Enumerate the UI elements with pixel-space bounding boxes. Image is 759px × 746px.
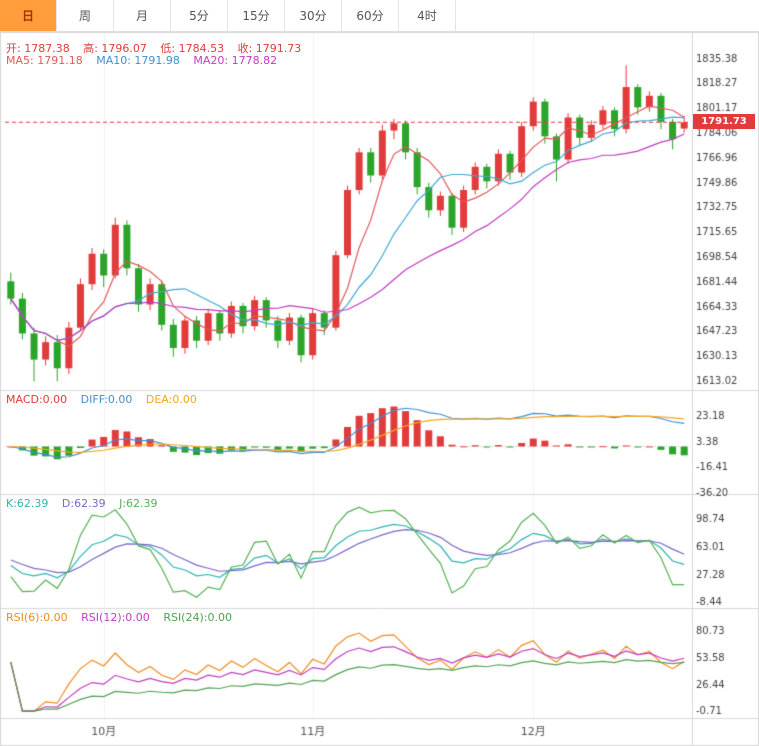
tab-60min[interactable]: 60分 xyxy=(342,0,399,31)
chart-area: 开: 1787.38 高: 1796.07 低: 1784.53 收: 1791… xyxy=(0,32,759,746)
tab-week[interactable]: 周 xyxy=(57,0,114,31)
tab-4hour[interactable]: 4时 xyxy=(399,0,456,31)
price-chart-canvas[interactable] xyxy=(0,32,759,746)
tab-day[interactable]: 日 xyxy=(0,0,57,31)
tab-15min[interactable]: 15分 xyxy=(228,0,285,31)
tab-30min[interactable]: 30分 xyxy=(285,0,342,31)
period-toolbar: 日 周 月 5分 15分 30分 60分 4时 xyxy=(0,0,759,32)
last-price-badge: 1791.73 xyxy=(693,114,755,130)
tab-5min[interactable]: 5分 xyxy=(171,0,228,31)
tab-month[interactable]: 月 xyxy=(114,0,171,31)
